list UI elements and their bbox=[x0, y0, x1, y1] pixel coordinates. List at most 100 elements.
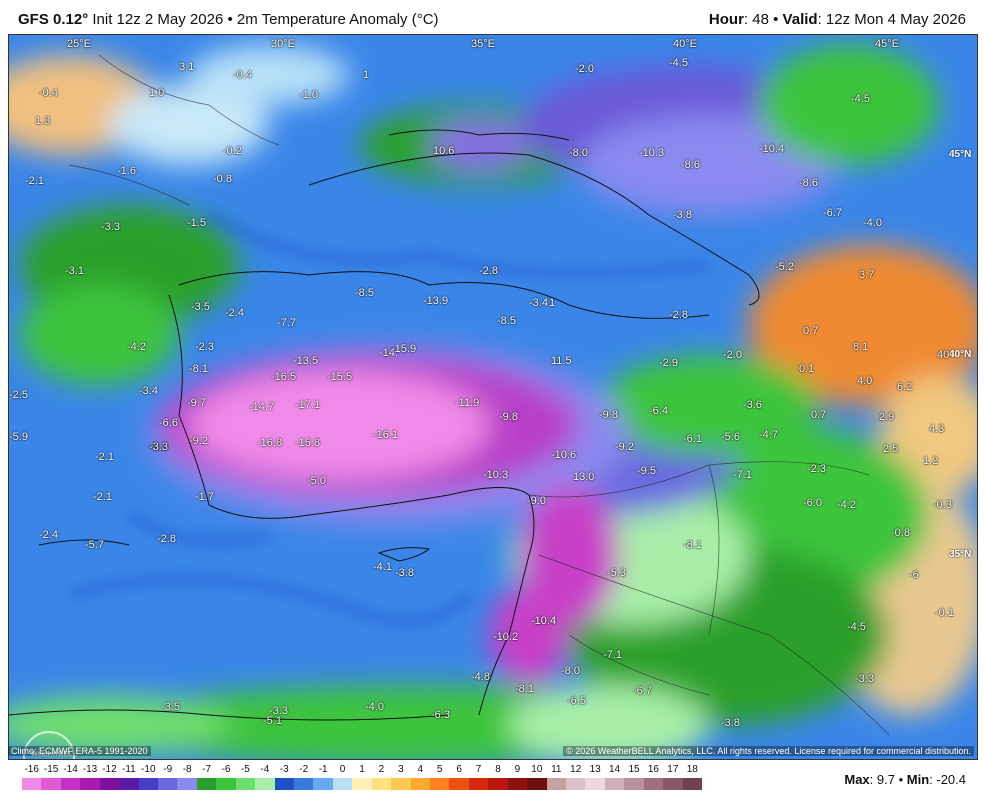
anomaly-value: 4.0 bbox=[857, 375, 873, 387]
colorbar-swatch bbox=[41, 778, 62, 790]
anomaly-value: -8.0 bbox=[569, 147, 588, 159]
anomaly-value: -9.8 bbox=[499, 411, 518, 423]
colorbar-swatch bbox=[410, 778, 431, 790]
anomaly-value: -8.1 bbox=[683, 539, 702, 551]
anomaly-map[interactable]: 25°E 30°E 35°E 40°E 45°E 45°N 40°N 35°N … bbox=[8, 34, 978, 760]
anomaly-value: -2.9 bbox=[659, 357, 678, 369]
anomaly-value: -0.8 bbox=[213, 173, 232, 185]
anomaly-value: 0.7 bbox=[811, 409, 827, 421]
anomaly-value: -11.9 bbox=[455, 397, 480, 409]
colorbar-tick: -16 bbox=[24, 764, 39, 775]
colorbar-tick: -3 bbox=[279, 764, 289, 775]
colorbar-swatch bbox=[546, 778, 567, 790]
colorbar-tick: 16 bbox=[647, 764, 659, 775]
coastlines bbox=[9, 129, 760, 721]
anomaly-value: -3.4 bbox=[529, 297, 548, 309]
init-time: Init 12z 2 May 2026 bbox=[88, 11, 224, 28]
anomaly-value: -15.9 bbox=[391, 343, 417, 355]
anomaly-value: -6.3 bbox=[431, 709, 450, 721]
anomaly-value: -0.4 bbox=[39, 87, 58, 99]
anomaly-value: -2.1 bbox=[25, 175, 44, 187]
anomaly-value: -4.5 bbox=[847, 621, 866, 633]
anomaly-value: -10.3 bbox=[639, 147, 665, 159]
anomaly-value: 1 bbox=[549, 297, 556, 309]
colorbar-swatch bbox=[255, 778, 276, 790]
lat-label: 40°N bbox=[949, 349, 972, 360]
anomaly-value: 11.5 bbox=[551, 355, 572, 367]
colorbar-swatch bbox=[196, 778, 217, 790]
anomaly-value: -10.4 bbox=[531, 615, 557, 627]
anomaly-value: -6 bbox=[909, 569, 919, 581]
separator: • bbox=[223, 11, 237, 28]
anomaly-value: 1.2 bbox=[923, 455, 939, 467]
anomaly-value: -8.0 bbox=[561, 665, 580, 677]
anomaly-value: -2.8 bbox=[479, 265, 498, 277]
product-end: ) bbox=[433, 11, 439, 28]
anomaly-value: -8.1 bbox=[189, 363, 208, 375]
colorbar-swatch bbox=[682, 778, 703, 790]
anomaly-value: -1.6 bbox=[117, 165, 136, 177]
anomaly-value: -17.1 bbox=[295, 399, 321, 411]
anomaly-value: -5.3 bbox=[607, 567, 626, 579]
anomaly-value: -6.1 bbox=[683, 433, 702, 445]
colorbar-swatch bbox=[22, 778, 42, 790]
colorbar-tick: 1 bbox=[359, 764, 365, 775]
anomaly-value: -6.6 bbox=[159, 417, 178, 429]
anomaly-value: -3.3 bbox=[855, 673, 874, 685]
anomaly-value: 3.1 bbox=[179, 61, 195, 73]
anomaly-value: -7.1 bbox=[733, 469, 752, 481]
colorbar-tick: -15 bbox=[43, 764, 59, 775]
anomaly-value: -13.9 bbox=[423, 295, 449, 307]
hour-value: : 48 bbox=[743, 11, 769, 28]
colorbar-swatch bbox=[274, 778, 295, 790]
colorbar-tick: 15 bbox=[628, 764, 640, 775]
colorbar-swatch bbox=[216, 778, 237, 790]
colorbar-swatch bbox=[313, 778, 334, 790]
colorbar-swatch bbox=[158, 778, 178, 790]
colorbar-swatch bbox=[430, 778, 450, 790]
anomaly-value: -4.2 bbox=[837, 499, 856, 511]
anomaly-value: -15.5 bbox=[327, 371, 353, 383]
anomaly-value: -13.5 bbox=[293, 355, 319, 367]
colorbar-tick: -11 bbox=[121, 764, 136, 775]
anomaly-value: -6.5 bbox=[567, 695, 586, 707]
colorbar-tick: 17 bbox=[667, 764, 679, 775]
anomaly-value: -4.0 bbox=[863, 217, 882, 229]
colorbar-tick: 2 bbox=[378, 764, 385, 775]
anomaly-value: -2.4 bbox=[225, 307, 244, 319]
colorbar: -16 -15 -14 -13 -12 -11 -10 -9 -8 -7 -6 -5 -4 -3 -2 -1 0… bbox=[22, 764, 703, 792]
anomaly-value: -0.1 bbox=[935, 607, 954, 619]
anomaly-value: -2.5 bbox=[9, 389, 28, 401]
hour-label: Hour bbox=[708, 11, 744, 28]
anomaly-value: -5.0 bbox=[307, 475, 326, 487]
colorbar-swatch bbox=[643, 778, 664, 790]
anomaly-value: -9.0 bbox=[527, 495, 546, 507]
anomaly-value: -6.7 bbox=[633, 685, 652, 697]
colorbar-swatch bbox=[527, 778, 548, 790]
anomaly-value: -16.5 bbox=[271, 371, 297, 383]
colorbar-tick: -9 bbox=[163, 764, 173, 775]
anomaly-value: -3.3 bbox=[149, 441, 168, 453]
colorbar-tick: 13 bbox=[589, 764, 601, 775]
colorbar-tick: -7 bbox=[202, 764, 212, 775]
colorbar-tick: 9 bbox=[514, 764, 521, 775]
anomaly-value: -8.5 bbox=[497, 315, 516, 327]
colorbar-swatch bbox=[80, 778, 101, 790]
colorbar-swatch bbox=[604, 778, 625, 790]
anomaly-field bbox=[9, 45, 977, 759]
anomaly-value: -3.8 bbox=[395, 567, 414, 579]
lon-label: 35°E bbox=[471, 38, 495, 50]
anomaly-value: -3.5 bbox=[191, 301, 210, 313]
colorbar-tick: -1 bbox=[318, 764, 328, 775]
colorbar-tick: -14 bbox=[63, 764, 78, 775]
colorbar-swatch bbox=[332, 778, 353, 790]
colorbar-tick: 7 bbox=[475, 764, 482, 775]
anomaly-value: -2.3 bbox=[195, 341, 214, 353]
anomaly-value: -3.8 bbox=[721, 717, 740, 729]
colorbar-tick: 6 bbox=[456, 764, 462, 775]
anomaly-value: 3.7 bbox=[859, 269, 875, 281]
anomaly-value: -9.7 bbox=[187, 397, 206, 409]
anomaly-value: -10.3 bbox=[483, 469, 509, 481]
anomaly-value: -2.4 bbox=[39, 529, 58, 541]
anomaly-value: -16.8 bbox=[257, 437, 283, 449]
